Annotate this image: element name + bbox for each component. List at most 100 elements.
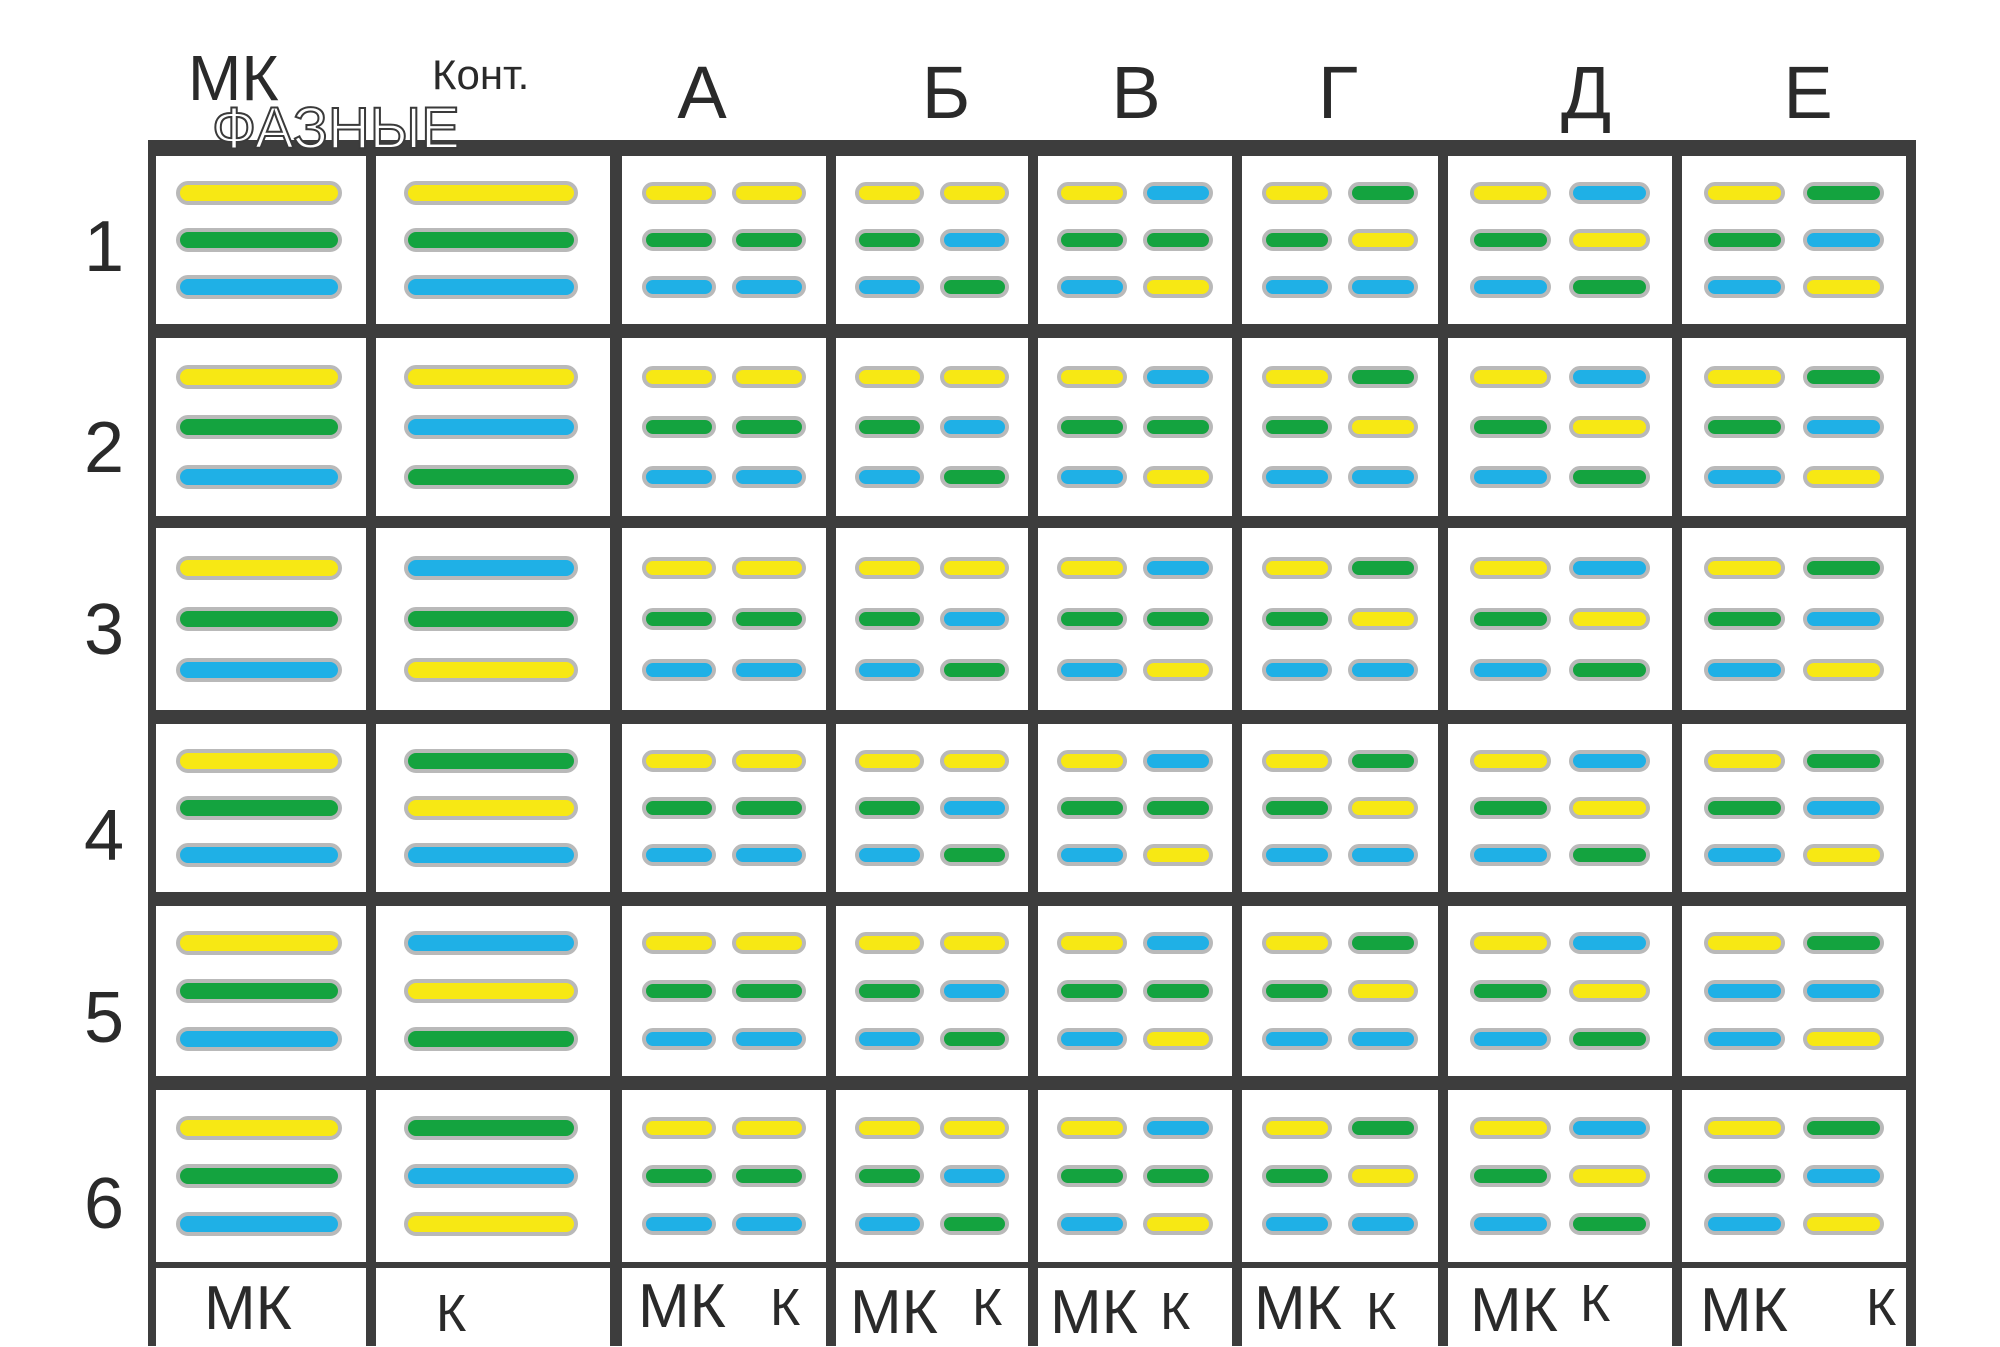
green-wire xyxy=(1802,1116,1884,1139)
blue-wire xyxy=(642,844,716,867)
yellow-wire xyxy=(1347,608,1419,630)
blue-wire xyxy=(404,415,578,439)
green-wire xyxy=(176,415,342,439)
green-wire xyxy=(1704,229,1786,251)
blue-wire xyxy=(176,657,342,682)
green-wire xyxy=(732,229,806,251)
yellow-wire xyxy=(1568,416,1650,438)
yellow-wire xyxy=(1470,557,1552,580)
yellow-wire xyxy=(176,748,342,773)
blue-wire xyxy=(732,276,806,299)
yellow-wire xyxy=(1057,932,1128,955)
green-wire xyxy=(855,980,925,1002)
blue-wire xyxy=(1802,229,1884,251)
green-wire xyxy=(1704,1165,1786,1187)
blue-wire xyxy=(855,844,925,867)
header-kont-label: Конт. xyxy=(432,51,530,98)
blue-wire xyxy=(1261,1213,1333,1236)
blue-wire xyxy=(1704,1027,1786,1050)
green-wire xyxy=(642,797,716,819)
yellow-wire xyxy=(1704,557,1786,580)
blue-wire xyxy=(404,843,578,868)
green-wire xyxy=(1470,797,1552,819)
blue-wire xyxy=(1347,1213,1419,1236)
row-number-2: 2 xyxy=(83,408,125,488)
green-wire xyxy=(404,748,578,773)
green-wire xyxy=(1802,181,1884,204)
footer-v-mk-label: МК xyxy=(1050,1278,1138,1347)
yellow-wire xyxy=(1704,932,1786,955)
green-wire xyxy=(1261,797,1333,819)
green-wire xyxy=(732,608,806,630)
yellow-wire xyxy=(732,181,806,204)
green-wire xyxy=(1142,1165,1213,1187)
footer-e-k-label: К xyxy=(1866,1279,1897,1337)
header-mk-label: МК xyxy=(188,42,279,114)
yellow-wire xyxy=(1802,658,1884,681)
blue-wire xyxy=(642,276,716,299)
blue-wire xyxy=(1704,276,1786,299)
footer-cell xyxy=(1682,1268,1906,1346)
green-wire xyxy=(855,608,925,630)
yellow-wire xyxy=(855,366,925,389)
green-wire xyxy=(1470,229,1552,251)
green-wire xyxy=(1261,1165,1333,1187)
green-wire xyxy=(1347,932,1419,955)
blue-wire xyxy=(939,797,1009,819)
header-phase-label: ФАЗНЫЕ xyxy=(211,96,461,161)
blue-wire xyxy=(1568,1116,1650,1139)
green-wire xyxy=(404,228,578,252)
footer-a-k-label: К xyxy=(770,1279,801,1337)
yellow-wire xyxy=(1802,1213,1884,1236)
blue-wire xyxy=(1347,276,1419,299)
blue-wire xyxy=(404,1164,578,1188)
footer-d-mk-label: МК xyxy=(1470,1276,1558,1345)
green-wire xyxy=(939,1027,1009,1050)
footer-d-k-label: К xyxy=(1580,1275,1611,1333)
footer-b-mk-label: МК xyxy=(850,1278,938,1347)
yellow-wire xyxy=(1057,557,1128,580)
row-number-4: 4 xyxy=(83,796,125,876)
green-wire xyxy=(855,416,925,438)
green-wire xyxy=(939,658,1009,681)
yellow-wire xyxy=(176,1115,342,1140)
green-wire xyxy=(1057,608,1128,630)
green-wire xyxy=(1568,1213,1650,1236)
yellow-wire xyxy=(1142,1213,1213,1236)
yellow-wire xyxy=(404,796,578,820)
blue-wire xyxy=(1704,980,1786,1002)
blue-wire xyxy=(1470,276,1552,299)
footer-g-mk-label: МК xyxy=(1254,1274,1342,1343)
blue-wire xyxy=(1347,465,1419,488)
yellow-wire xyxy=(732,557,806,580)
yellow-wire xyxy=(176,931,342,956)
green-wire xyxy=(1142,229,1213,251)
green-wire xyxy=(939,844,1009,867)
yellow-wire xyxy=(404,979,578,1003)
blue-wire xyxy=(1057,1027,1128,1050)
yellow-wire xyxy=(1142,1027,1213,1050)
green-wire xyxy=(642,980,716,1002)
yellow-wire xyxy=(1347,980,1419,1002)
green-wire xyxy=(642,229,716,251)
green-wire xyxy=(1802,557,1884,580)
yellow-wire xyxy=(1704,366,1786,389)
green-wire xyxy=(939,1213,1009,1236)
blue-wire xyxy=(1057,465,1128,488)
green-wire xyxy=(642,1165,716,1187)
blue-wire xyxy=(939,229,1009,251)
green-wire xyxy=(1704,416,1786,438)
green-wire xyxy=(1704,608,1786,630)
yellow-wire xyxy=(642,181,716,204)
yellow-wire xyxy=(1057,1116,1128,1139)
blue-wire xyxy=(1704,1213,1786,1236)
yellow-wire xyxy=(1261,1116,1333,1139)
blue-wire xyxy=(939,1165,1009,1187)
green-wire xyxy=(939,465,1009,488)
blue-wire xyxy=(1347,844,1419,867)
yellow-wire xyxy=(1142,465,1213,488)
green-wire xyxy=(1261,980,1333,1002)
blue-wire xyxy=(1568,181,1650,204)
blue-wire xyxy=(1347,658,1419,681)
green-wire xyxy=(1261,416,1333,438)
